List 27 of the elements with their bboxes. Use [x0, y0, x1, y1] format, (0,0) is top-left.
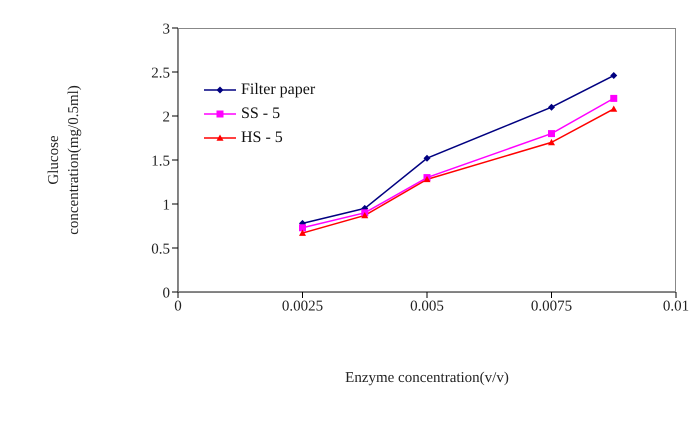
y-tick-label: 2 — [162, 109, 170, 126]
y-tick-label: 0 — [162, 285, 170, 302]
y-tick-label: 1.5 — [151, 153, 170, 170]
x-tick-label: 0.0025 — [282, 298, 324, 315]
point — [361, 212, 368, 218]
y-tick-label: 2.5 — [151, 65, 170, 82]
x-tick-label: 0.0075 — [530, 298, 572, 315]
point — [299, 230, 306, 236]
point — [548, 104, 555, 111]
point — [299, 224, 306, 232]
point — [424, 154, 430, 162]
point — [548, 138, 555, 146]
point — [610, 94, 618, 102]
point — [610, 72, 618, 80]
y-tick-label: 3 — [162, 21, 170, 38]
x-axis-title: Enzyme concentration(v/v) — [345, 370, 509, 386]
y-axis-title: Glucose concentration(mg/0.5ml) — [46, 85, 82, 235]
legend-label: SS - 5 — [241, 104, 280, 124]
legend-label: HS - 5 — [241, 128, 283, 148]
x-tick-label: 0.005 — [410, 298, 444, 315]
point — [610, 105, 618, 112]
x-tick-label: 0.01 — [662, 298, 690, 315]
x-tick-label: 0 — [174, 298, 182, 315]
y-tick-label: 1 — [162, 197, 170, 214]
point — [548, 130, 555, 138]
y-tick-label: 0.5 — [151, 241, 170, 258]
legend-label: Filter paper — [241, 80, 316, 100]
